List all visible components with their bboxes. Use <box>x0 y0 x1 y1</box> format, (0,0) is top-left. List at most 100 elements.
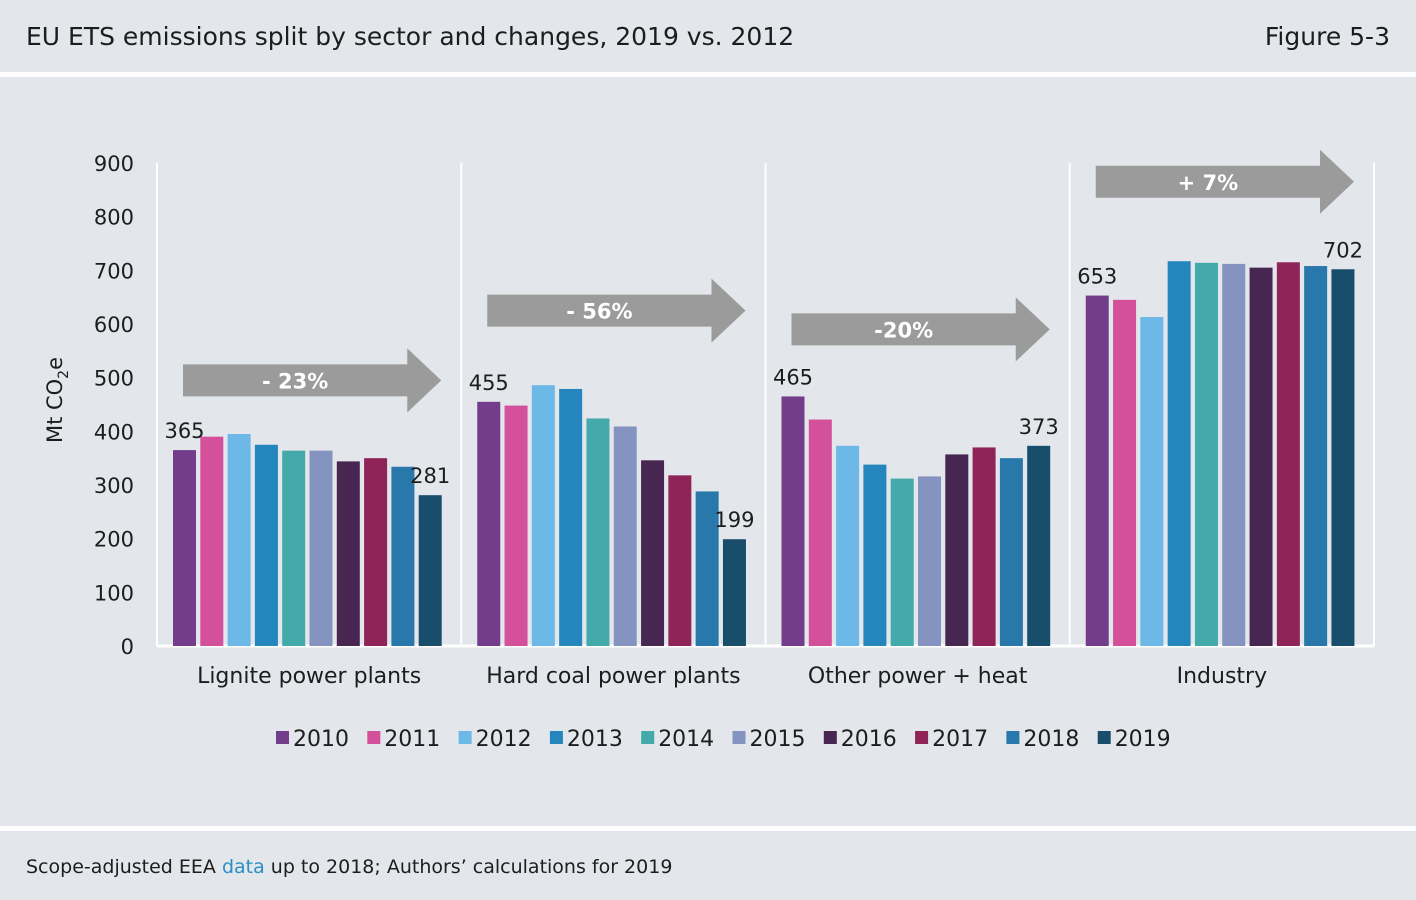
legend-swatch <box>732 731 746 744</box>
y-tick-label: 300 <box>94 474 134 498</box>
legend-label: 2011 <box>384 727 440 752</box>
y-tick-label: 600 <box>94 313 134 337</box>
y-axis-title-main: Mt CO <box>43 379 67 443</box>
change-arrow <box>1095 149 1354 214</box>
y-tick-label: 200 <box>94 528 134 552</box>
bar-2010 <box>1085 295 1109 646</box>
bar-2011 <box>1113 299 1137 646</box>
change-label: + 7% <box>1178 171 1239 195</box>
change-arrow <box>487 278 746 343</box>
change-arrows: - 23% - 56% -20% + 7% <box>183 149 1354 413</box>
chart-title: EU ETS emissions split by sector and cha… <box>26 22 795 51</box>
bar-2010 <box>477 401 501 646</box>
bar-2013 <box>559 388 583 646</box>
bar-2014 <box>586 418 610 646</box>
legend-label: 2014 <box>658 727 714 752</box>
bar-2016 <box>336 461 360 646</box>
change-label: -20% <box>874 318 933 342</box>
bar-2011 <box>808 419 832 646</box>
bar-2016 <box>1249 267 1273 646</box>
x-category-label: Lignite power plants <box>197 664 421 689</box>
change-label: - 56% <box>566 300 632 324</box>
bar-2017 <box>668 475 692 646</box>
y-tick-label: 0 <box>121 635 134 659</box>
source-note: Scope-adjusted EEA data up to 2018; Auth… <box>26 856 672 878</box>
bar-2016 <box>945 454 969 646</box>
data-label: 199 <box>714 508 754 532</box>
change-arrow <box>791 297 1050 362</box>
header-divider <box>0 72 1416 77</box>
bar-2019 <box>1331 269 1355 646</box>
change-arrow <box>183 348 442 413</box>
bar-2010 <box>781 396 805 646</box>
header: EU ETS emissions split by sector and cha… <box>0 0 1416 72</box>
bar-2014 <box>890 478 914 646</box>
bar-2012 <box>1140 317 1164 646</box>
legend-label: 2016 <box>841 727 897 752</box>
bar-2017 <box>364 458 388 646</box>
bar-2012 <box>836 445 860 646</box>
bar-2014 <box>1194 262 1218 646</box>
legend-label: 2012 <box>476 727 532 752</box>
legend-label: 2018 <box>1023 727 1079 752</box>
legend-label: 2019 <box>1115 727 1171 752</box>
data-labels: 365 281 455 199 465 373 653 702 <box>164 238 1363 532</box>
bar-2018 <box>391 466 415 646</box>
bar-2018 <box>695 491 719 646</box>
bar-2013 <box>254 444 278 646</box>
bar-2019 <box>722 539 746 646</box>
bar-2017 <box>1276 262 1300 646</box>
bars <box>173 261 1355 646</box>
figure-label: Figure 5-3 <box>1264 22 1390 51</box>
legend-swatch <box>1006 731 1020 744</box>
data-label: 465 <box>773 365 813 389</box>
bar-2013 <box>1167 261 1191 646</box>
bar-2016 <box>641 460 665 646</box>
y-tick-label: 700 <box>94 259 134 283</box>
bar-2012 <box>531 385 555 646</box>
data-label: 365 <box>164 419 204 443</box>
data-label: 281 <box>410 464 450 488</box>
bar-2019 <box>1027 445 1051 646</box>
legend-label: 2013 <box>567 727 623 752</box>
bar-2014 <box>282 450 306 646</box>
legend-swatch <box>549 731 563 744</box>
y-tick-label: 400 <box>94 420 134 444</box>
bar-2017 <box>972 447 996 646</box>
legend-label: 2015 <box>750 727 806 752</box>
bar-2013 <box>863 464 887 646</box>
bar-2015 <box>918 476 941 646</box>
legend-swatch <box>915 731 929 744</box>
legend-label: 2017 <box>932 727 988 752</box>
legend-swatch <box>641 731 655 744</box>
data-label: 455 <box>469 371 509 395</box>
axes: 0 100 200 300 400 500 600 700 800 900 Lignite powe… <box>94 152 1375 689</box>
change-label: - 23% <box>262 369 328 393</box>
x-category-label: Hard coal power plants <box>486 664 740 689</box>
x-category-label: Other power + heat <box>808 664 1028 689</box>
source-suffix: up to 2018; Authors’ calculations for 20… <box>264 856 673 878</box>
source-prefix: Scope-adjusted EEA <box>26 856 222 878</box>
x-category-label: Industry <box>1177 664 1268 689</box>
bar-2010 <box>173 450 196 646</box>
y-tick-label: 100 <box>94 581 134 605</box>
legend-swatch <box>823 731 837 744</box>
bar-2015 <box>1222 263 1246 646</box>
bar-2011 <box>200 436 224 646</box>
bar-2015 <box>613 426 637 646</box>
data-label: 702 <box>1323 238 1363 262</box>
bar-2018 <box>1304 266 1328 646</box>
legend-label: 2010 <box>293 727 349 752</box>
data-label: 373 <box>1019 415 1059 439</box>
footer-divider <box>0 826 1416 831</box>
bar-2011 <box>504 405 528 646</box>
data-link[interactable]: data <box>221 856 265 878</box>
legend-swatch <box>1097 731 1111 744</box>
y-tick-label: 500 <box>94 367 134 391</box>
y-axis-title-subscript: 2 <box>56 370 72 379</box>
legend-swatch <box>458 731 472 744</box>
y-axis-title: Mt CO2e <box>43 357 72 443</box>
y-axis-title-end: e <box>43 357 67 370</box>
data-label: 653 <box>1077 265 1117 289</box>
bar-2018 <box>999 458 1023 646</box>
